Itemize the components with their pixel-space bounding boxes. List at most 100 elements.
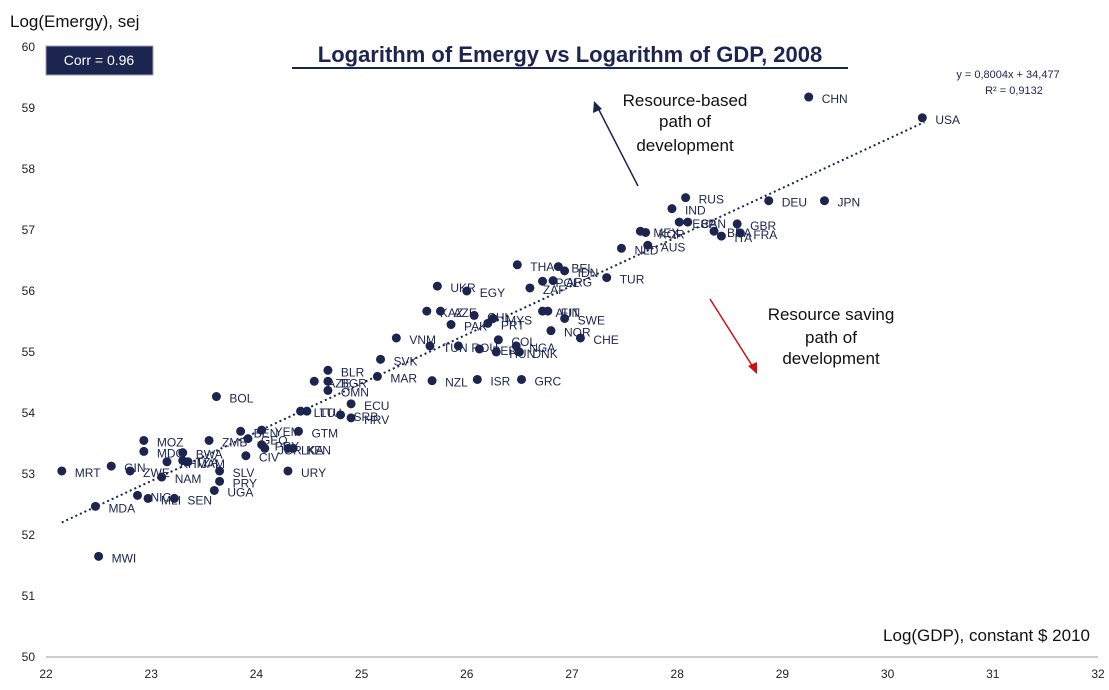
point-label: GTM	[311, 426, 338, 440]
point-marker	[323, 365, 333, 375]
correlation-badge: Corr = 0.96	[45, 45, 154, 76]
point-marker	[162, 457, 172, 467]
point-marker	[241, 451, 251, 461]
data-point-tur: TUR	[602, 273, 645, 287]
data-point-chn: CHN	[804, 92, 848, 106]
data-point-idn: IDN	[560, 266, 598, 280]
x-tick-label: 26	[460, 667, 474, 681]
data-point-hrv: HRV	[346, 413, 389, 427]
data-point-zmb: ZMB	[204, 435, 247, 449]
point-marker	[139, 446, 149, 456]
point-label: MDG	[157, 446, 185, 460]
point-label: PAK	[464, 320, 487, 334]
point-label: DEU	[782, 196, 807, 210]
y-axis-label: Log(Emergy), sej	[10, 12, 139, 31]
point-label: MDA	[108, 501, 135, 515]
data-point-prt: PRT	[483, 318, 525, 332]
point-marker	[133, 490, 143, 500]
point-label: SWE	[578, 313, 605, 327]
point-label: GRC	[535, 374, 562, 388]
point-marker	[309, 376, 319, 386]
point-label: KAZ	[440, 306, 463, 320]
point-marker	[157, 472, 167, 482]
point-marker	[525, 283, 535, 293]
point-label: URY	[301, 466, 326, 480]
point-marker	[548, 276, 558, 286]
point-marker	[427, 376, 437, 386]
y-tick-label: 52	[22, 528, 36, 542]
data-point-ury: URY	[283, 466, 326, 480]
resource-based-line-1: Resource-based	[623, 91, 748, 110]
point-label: CHE	[593, 333, 618, 347]
data-point-mda: MDA	[90, 501, 135, 515]
point-marker	[514, 347, 524, 357]
x-axis-label: Log(GDP), constant $ 2010	[883, 626, 1090, 645]
data-point-ind: IND	[667, 204, 706, 218]
data-point-aus: AUS	[643, 240, 685, 254]
data-point-mar: MAR	[372, 371, 417, 385]
point-marker	[432, 281, 442, 291]
point-marker	[169, 493, 179, 503]
data-point-ltu: LTU	[302, 406, 342, 420]
point-label: IDN	[578, 266, 599, 280]
correlation-label: Corr = 0.96	[64, 52, 135, 68]
point-label: RUS	[699, 193, 724, 207]
data-point-bel: BEL	[553, 262, 594, 276]
point-marker	[819, 196, 829, 206]
point-marker	[336, 410, 346, 420]
data-point-fra: FRA	[735, 228, 777, 242]
point-marker	[90, 501, 100, 511]
data-point-aze: AZE	[309, 376, 351, 390]
point-marker	[674, 217, 684, 227]
data-point-egy: EGY	[462, 286, 505, 300]
point-label: MYS	[506, 313, 532, 327]
point-marker	[425, 341, 435, 351]
point-marker	[560, 313, 570, 323]
point-label: EGY	[480, 286, 505, 300]
data-point-khm: KHM	[162, 457, 207, 471]
point-marker	[288, 443, 298, 453]
data-point-esp: ESP	[674, 217, 716, 231]
point-marker	[215, 466, 225, 476]
data-point-sen: SEN	[169, 493, 212, 507]
point-marker	[296, 406, 306, 416]
data-point-rus: RUS	[681, 193, 724, 207]
point-marker	[391, 333, 401, 343]
resource-based-line-3: development	[636, 136, 734, 155]
point-label: LKA	[301, 443, 324, 457]
point-label: USA	[935, 113, 960, 127]
data-point-pry: PRY	[215, 476, 257, 490]
point-label: ITA	[734, 231, 752, 245]
point-marker	[681, 193, 691, 203]
point-marker	[732, 219, 742, 229]
x-tick-label: 23	[145, 667, 159, 681]
point-label: NAM	[175, 472, 202, 486]
y-tick-label: 57	[22, 223, 36, 237]
x-tick-label: 31	[986, 667, 1000, 681]
data-point-usa: USA	[917, 113, 960, 127]
point-marker	[209, 485, 219, 495]
point-label: BGR	[341, 376, 367, 390]
point-marker	[483, 318, 493, 328]
point-label: ISR	[490, 374, 510, 388]
point-label: KOR	[659, 227, 685, 241]
y-tick-label: 51	[22, 589, 36, 603]
point-label: JPN	[837, 196, 860, 210]
resource-saving-annotation: Resource saving path of development	[709, 298, 894, 374]
point-label: BWA	[196, 448, 223, 462]
data-point-isr: ISR	[472, 374, 511, 388]
point-label: PRY	[233, 476, 257, 490]
data-point-bol: BOL	[211, 392, 254, 406]
data-point-ita: ITA	[716, 231, 752, 245]
point-label: GEO	[261, 434, 288, 448]
data-point-blr: BLR	[323, 365, 365, 379]
point-marker	[517, 374, 527, 384]
point-marker	[143, 493, 153, 503]
point-marker	[709, 226, 719, 236]
point-marker	[302, 406, 312, 416]
data-point-dnk: DNK	[514, 347, 558, 361]
point-marker	[243, 434, 253, 444]
data-point-swe: SWE	[560, 313, 605, 327]
point-label: BEL	[571, 262, 594, 276]
point-label: SLV	[233, 466, 255, 480]
